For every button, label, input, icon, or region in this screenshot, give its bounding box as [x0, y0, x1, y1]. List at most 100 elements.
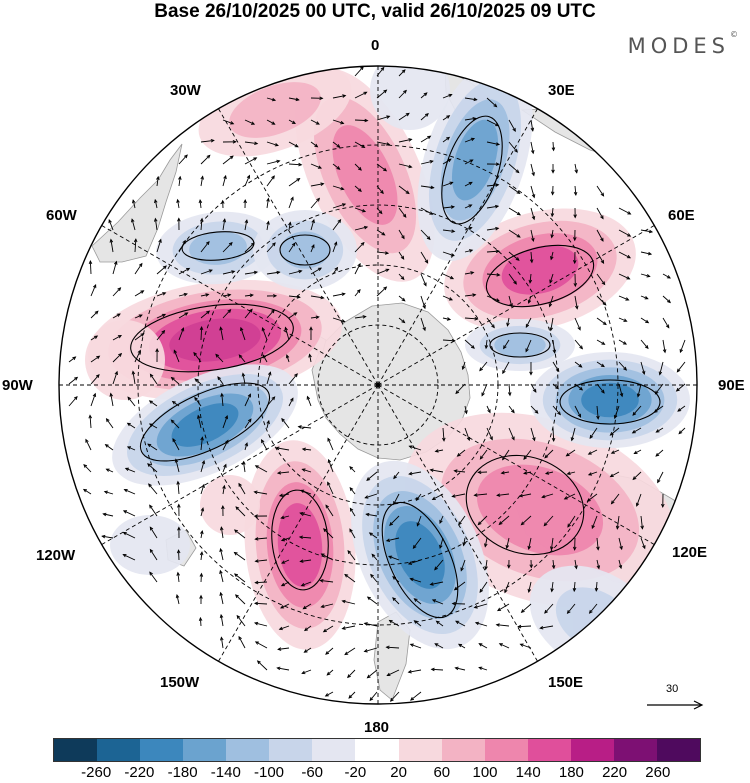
wind-arrow [199, 551, 204, 561]
wind-arrow [392, 597, 400, 605]
wind-arrow [618, 317, 628, 322]
wind-arrow [508, 427, 515, 441]
wind-arrow [244, 442, 249, 451]
wind-arrow [376, 286, 388, 297]
wind-arrow [572, 537, 577, 551]
wind-arrow [613, 405, 620, 420]
wind-arrow [148, 483, 158, 495]
wind-arrow [464, 427, 471, 442]
wind-arrow [347, 549, 356, 561]
wind-arrow [354, 91, 368, 99]
label-lon-0: 0 [371, 37, 380, 54]
wind-arrow [266, 270, 281, 275]
wind-arrow [105, 468, 114, 473]
positive-anomaly [332, 125, 398, 225]
wind-arrow [479, 361, 488, 372]
wind-arrow [281, 559, 290, 564]
wind-arrow [288, 119, 296, 125]
wind-arrow [131, 370, 136, 385]
wind-arrow [266, 97, 277, 102]
wind-arrow [420, 251, 429, 264]
wind-arrow [134, 290, 145, 297]
wind-arrow [566, 603, 576, 615]
label-lon-60w: 60W [46, 207, 77, 224]
wind-arrow [68, 395, 78, 407]
wind-arrow [134, 262, 143, 275]
negative-anomaly [395, 521, 445, 589]
wind-arrow [200, 483, 205, 495]
circulation-contour [485, 244, 595, 308]
wind-arrow [632, 405, 642, 416]
wind-arrow [241, 372, 246, 385]
wind-arrow [587, 471, 598, 476]
wind-arrow [633, 449, 642, 455]
colorbar-tick-label: -100 [253, 764, 285, 781]
wind-arrow [332, 317, 346, 323]
colorbar-tick-label: -60 [301, 764, 324, 781]
wind-arrow [388, 555, 400, 561]
wind-arrow [442, 205, 456, 209]
wind-arrow [453, 469, 466, 473]
wind-arrow [588, 603, 598, 614]
map-border [58, 65, 698, 705]
wind-arrow [502, 449, 510, 461]
wind-arrow [451, 493, 466, 498]
wind-arrow [504, 581, 510, 594]
wind-arrow [455, 383, 466, 395]
wind-arrow [332, 94, 347, 99]
wind-arrow [573, 185, 578, 197]
modes-logo: MODES© [628, 30, 738, 58]
wind-arrow [464, 226, 473, 231]
wind-arrow [341, 625, 356, 630]
wind-arrow [552, 383, 560, 390]
wind-arrow [112, 352, 123, 363]
wind-arrow [198, 616, 203, 627]
wind-arrow [354, 315, 367, 319]
wind-arrow [124, 467, 136, 473]
wind-arrow [149, 548, 158, 561]
wind-arrow [640, 317, 650, 324]
wind-arrow [126, 446, 136, 451]
circulation-contour [271, 489, 329, 591]
wind-arrow [442, 158, 452, 165]
wind-arrow [615, 515, 620, 530]
wind-arrow [303, 625, 312, 632]
wind-arrow [288, 242, 296, 253]
wind-arrow [288, 295, 301, 299]
wind-arrow [149, 504, 158, 517]
wind-arrow [398, 317, 406, 324]
wind-arrow [325, 504, 334, 517]
wind-arrow [618, 361, 628, 371]
wind-arrow [219, 526, 224, 539]
wind-arrow [254, 559, 268, 563]
wind-arrow [147, 463, 158, 473]
wind-arrow [640, 361, 646, 375]
wind-arrow [566, 471, 576, 476]
wind-arrow [640, 339, 649, 350]
wind-arrow [85, 438, 92, 451]
wind-arrow [618, 295, 630, 301]
wind-arrow [319, 579, 334, 583]
wind-arrow [529, 251, 534, 264]
negative-anomaly [189, 231, 247, 265]
negative-anomaly [370, 66, 450, 130]
wind-arrow [640, 251, 653, 256]
wind-arrow [278, 625, 290, 631]
wind-arrow [523, 449, 532, 460]
wind-arrow [244, 219, 249, 231]
wind-arrow [194, 396, 202, 407]
wind-arrow [495, 623, 510, 627]
wind-arrow [303, 647, 312, 653]
wind-arrow [385, 645, 400, 650]
wind-arrow [354, 241, 365, 253]
wind-arrow [88, 259, 93, 275]
wind-arrow [354, 163, 362, 171]
wind-arrow [200, 436, 204, 451]
south-pole-marker [375, 382, 381, 388]
wind-arrow [222, 218, 227, 231]
wind-arrow [655, 427, 664, 433]
wind-arrow [408, 445, 422, 451]
wind-arrow [574, 361, 583, 368]
wind-arrow [596, 273, 606, 286]
wind-arrow [610, 493, 620, 505]
